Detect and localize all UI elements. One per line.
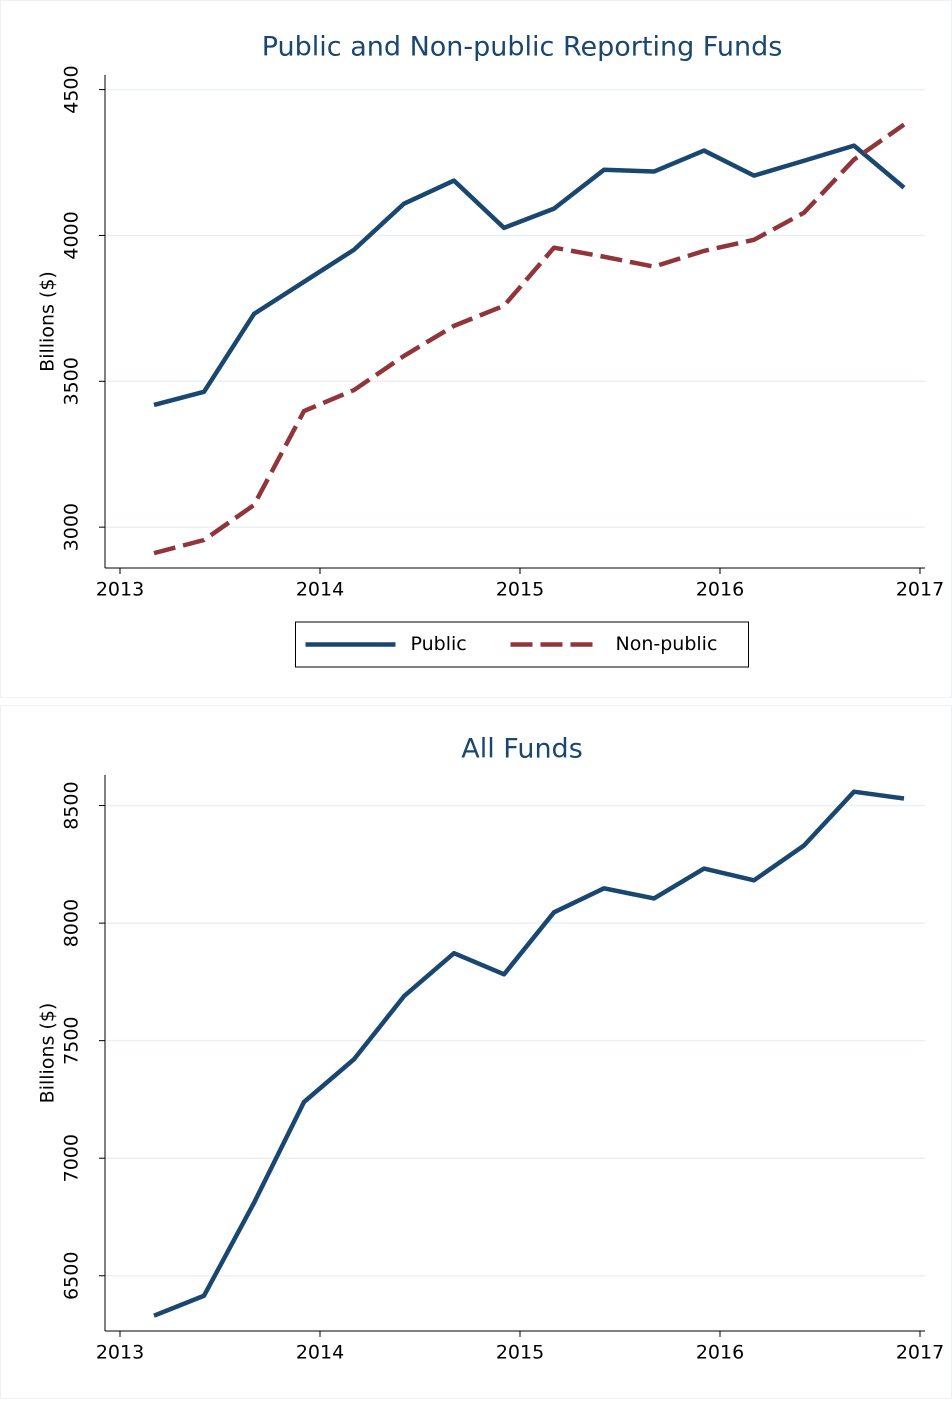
y-tick-label: 6500: [61, 1252, 83, 1300]
chart-title: Public and Non-public Reporting Funds: [262, 32, 783, 63]
data-line: [153, 143, 906, 408]
legend-label: Non-public: [616, 633, 718, 655]
legend-label: Public: [411, 633, 467, 655]
x-tick-label: 2016: [696, 579, 744, 601]
data-line: [153, 122, 906, 556]
x-tick-label: 2017: [896, 579, 944, 601]
y-tick-label: 4500: [61, 65, 83, 113]
y-tick-label: 3000: [61, 503, 83, 551]
x-tick-label: 2016: [696, 1342, 744, 1364]
x-tick-label: 2013: [96, 1342, 144, 1364]
y-tick-label: 8000: [61, 899, 83, 947]
chart-title: All Funds: [461, 734, 583, 765]
y-tick-label: 7000: [61, 1134, 83, 1182]
x-tick-label: 2014: [296, 1342, 344, 1364]
x-tick-label: 2014: [296, 579, 344, 601]
y-tick-label: 7500: [61, 1016, 83, 1064]
y-tick-label: 4000: [61, 211, 83, 259]
y-axis-label: Billions ($): [37, 1003, 59, 1104]
data-line: [153, 789, 905, 1318]
y-axis-label: Billions ($): [37, 271, 59, 372]
x-tick-label: 2017: [896, 1342, 944, 1364]
y-tick-label: 3500: [61, 357, 83, 405]
x-tick-label: 2015: [496, 1342, 544, 1364]
x-tick-label: 2015: [496, 579, 544, 601]
x-tick-label: 2013: [96, 579, 144, 601]
chart-frame: [0, 705, 952, 1399]
y-tick-label: 8500: [61, 781, 83, 829]
